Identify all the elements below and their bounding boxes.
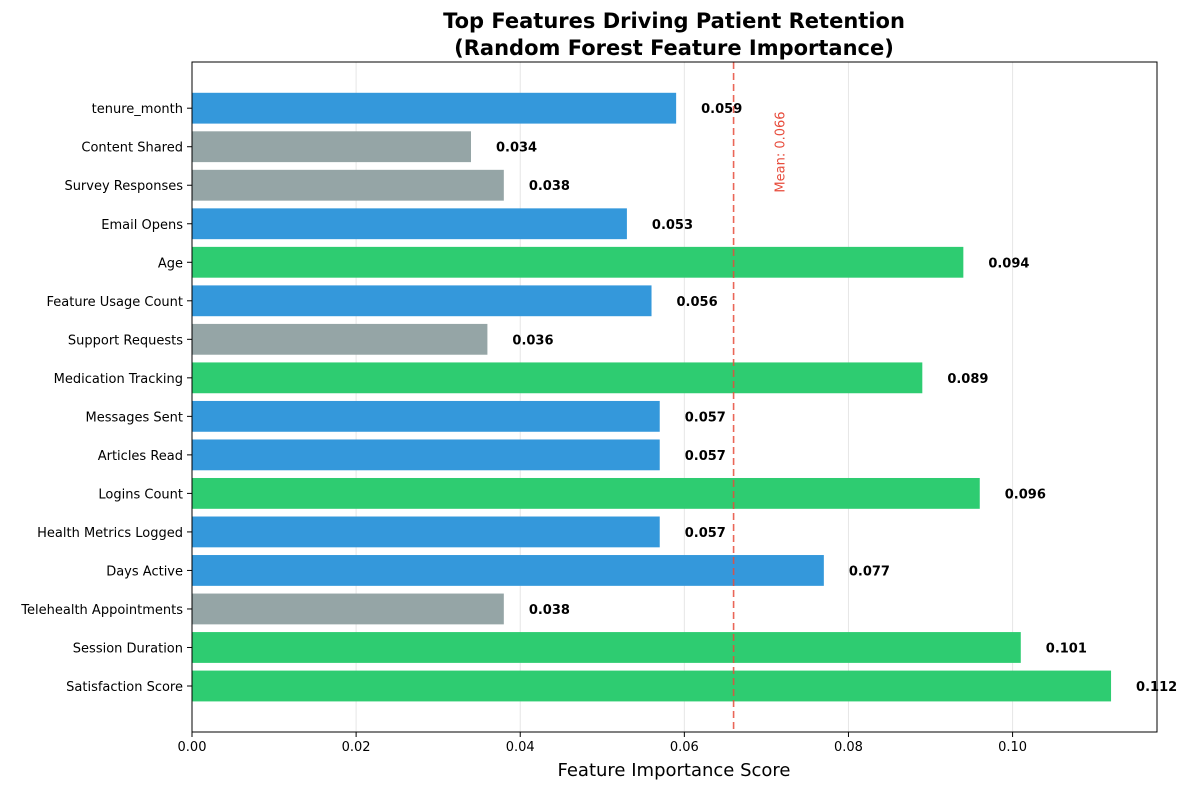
y-tick-label: Messages Sent [86, 410, 183, 425]
bar [192, 439, 660, 471]
y-tick-label: Telehealth Appointments [20, 603, 183, 618]
y-tick-label: Days Active [106, 564, 183, 579]
bar-value-label: 0.057 [685, 526, 726, 541]
bar [192, 555, 824, 586]
bar [192, 169, 504, 201]
bar-value-label: 0.036 [512, 333, 553, 348]
bar [192, 593, 504, 625]
y-tick-label: Satisfaction Score [66, 680, 183, 695]
bar [192, 400, 660, 432]
y-tick-label: Medication Tracking [54, 372, 183, 387]
bar [192, 246, 964, 278]
bar [192, 131, 471, 163]
chart-title-line-2: (Random Forest Feature Importance) [454, 36, 894, 60]
y-tick-label: Logins Count [98, 487, 183, 502]
bar-value-label: 0.034 [496, 141, 537, 156]
bar [192, 92, 677, 124]
y-tick-label: Content Shared [81, 141, 183, 156]
bar-value-label: 0.057 [685, 410, 726, 425]
x-tick-label: 0.10 [998, 740, 1027, 755]
bar-value-label: 0.038 [529, 179, 570, 194]
y-axis: Satisfaction Score Session Duration Telehe… [20, 102, 192, 695]
mean-reference: Mean: 0.066 [732, 62, 789, 732]
x-tick-label: 0.06 [670, 740, 699, 755]
bar [192, 670, 1112, 702]
bar-value-label: 0.053 [652, 218, 693, 233]
grid-lines [191, 62, 1014, 732]
bar-value-label: 0.057 [685, 449, 726, 464]
y-tick-label: Feature Usage Count [47, 295, 184, 310]
y-tick-label: Session Duration [73, 641, 183, 656]
bar-value-label: 0.077 [849, 564, 890, 579]
bar-value-label: 0.096 [1005, 487, 1046, 502]
plot-frame [191, 61, 1158, 733]
x-tick-label: 0.02 [342, 740, 371, 755]
y-tick-label: Age [158, 256, 183, 271]
bar [192, 632, 1021, 663]
y-tick-label: Survey Responses [64, 179, 183, 194]
value-labels: 0.1120.1010.0380.0770.0570.0960.0570.057… [496, 102, 1177, 695]
bar-value-label: 0.038 [529, 603, 570, 618]
bar-value-label: 0.059 [701, 102, 742, 117]
bar [192, 477, 980, 509]
x-tick-label: 0.00 [178, 740, 207, 755]
bar [192, 285, 652, 317]
x-tick-label: 0.04 [506, 740, 535, 755]
x-tick-label: 0.08 [834, 740, 863, 755]
y-tick-label: Articles Read [98, 449, 183, 464]
y-tick-label: tenure_month [92, 102, 183, 117]
bar [192, 362, 923, 394]
bar [192, 208, 627, 240]
y-tick-label: Support Requests [68, 333, 183, 348]
bars [192, 92, 1112, 702]
x-axis: 0.00 0.02 0.04 0.06 0.08 0.10 [178, 732, 1027, 755]
bar-value-label: 0.089 [947, 372, 988, 387]
bar [192, 323, 488, 355]
y-tick-label: Email Opens [101, 218, 183, 233]
bar [192, 516, 660, 548]
x-axis-label: Feature Importance Score [557, 760, 790, 781]
bar-value-label: 0.094 [988, 256, 1029, 271]
bar-value-label: 0.101 [1046, 641, 1087, 656]
y-tick-label: Health Metrics Logged [37, 526, 183, 541]
bar-value-label: 0.056 [677, 295, 718, 310]
chart-title-line-1: Top Features Driving Patient Retention [443, 9, 905, 33]
mean-line-label: Mean: 0.066 [774, 111, 789, 192]
